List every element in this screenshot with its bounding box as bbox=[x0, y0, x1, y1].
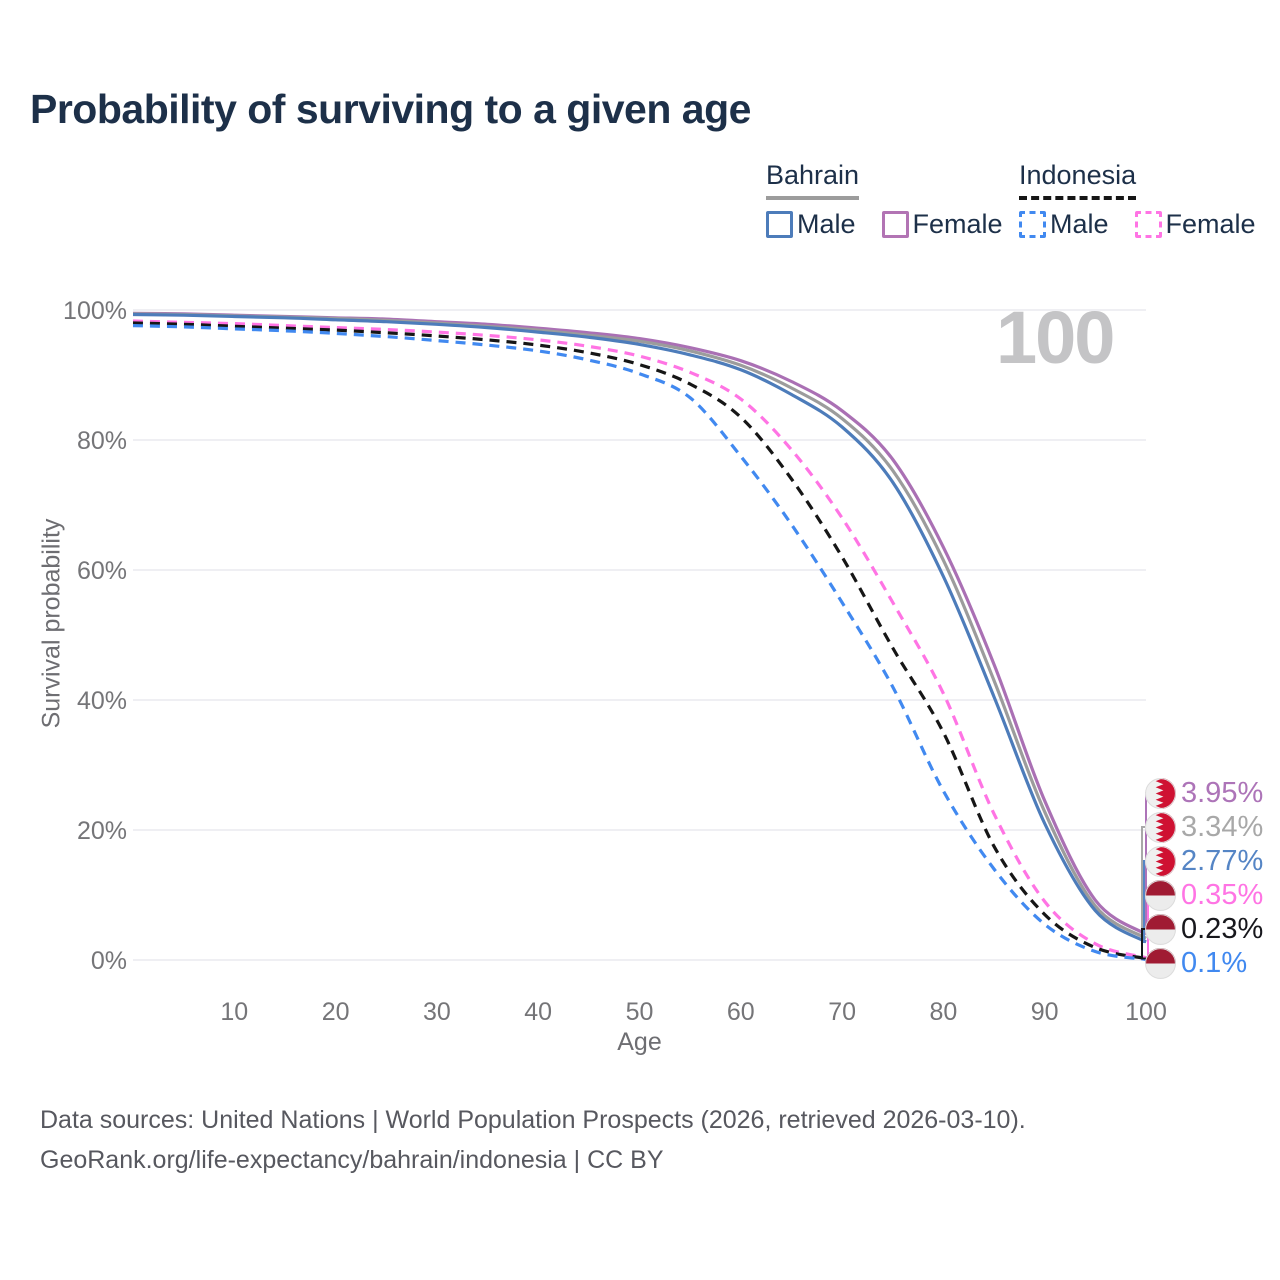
end-labels-rail: 3.95% 3.34% 2.77% 0.35% 0.23% 0.1% bbox=[1145, 776, 1263, 980]
legend-group-indonesia: Indonesia Male Female bbox=[1019, 160, 1256, 240]
y-tick-label: 40% bbox=[77, 687, 127, 715]
x-tick-label: 80 bbox=[929, 998, 957, 1026]
legend-item-bahrain-female: Female bbox=[881, 209, 1003, 240]
end-label-value: 0.35% bbox=[1181, 878, 1264, 911]
y-axis-title: Survival probability bbox=[37, 518, 66, 729]
end-label-value: 3.34% bbox=[1181, 810, 1264, 843]
legend-item-indonesia-female: Female bbox=[1134, 209, 1256, 240]
indonesia-flag-icon bbox=[1145, 913, 1176, 945]
legend-item-label: Male bbox=[797, 209, 856, 239]
end-label-value: 2.77% bbox=[1181, 844, 1264, 877]
bahrain-flag-icon bbox=[1145, 845, 1176, 877]
end-label-value: 3.95% bbox=[1181, 776, 1264, 809]
bahrain-flag-icon bbox=[1145, 811, 1176, 843]
series-line-bahrain-male bbox=[132, 312, 1147, 944]
y-tick-label: 60% bbox=[77, 557, 127, 585]
legend-item-bahrain-male: Male bbox=[766, 209, 856, 240]
x-tick-label: 50 bbox=[626, 998, 654, 1026]
y-tick-label: 0% bbox=[91, 947, 127, 975]
legend-item-indonesia-male: Male bbox=[1019, 209, 1109, 240]
bahrain-flag-icon bbox=[1145, 777, 1176, 809]
end-label-row: 3.95% bbox=[1145, 776, 1263, 810]
series-line-indonesia-male bbox=[132, 324, 1147, 961]
end-label-row: 0.35% bbox=[1145, 878, 1263, 912]
legend-group-bahrain: Bahrain Male Female bbox=[766, 160, 1003, 240]
y-tick-label: 20% bbox=[77, 817, 127, 845]
bahrain-female-swatch-icon bbox=[881, 211, 909, 238]
bahrain-male-swatch-icon bbox=[766, 211, 793, 238]
legend-item-label: Female bbox=[1165, 209, 1256, 239]
series-line-bahrain-female bbox=[132, 311, 1147, 936]
end-label-row: 0.1% bbox=[1145, 946, 1263, 980]
footer-data-sources: Data sources: United Nations | World Pop… bbox=[40, 1106, 1026, 1134]
x-tick-label: 90 bbox=[1031, 998, 1059, 1026]
page-title: Probability of surviving to a given age bbox=[30, 86, 751, 132]
end-label-row: 0.23% bbox=[1145, 912, 1263, 946]
end-label-row: 3.34% bbox=[1145, 810, 1263, 844]
indonesia-male-swatch-icon bbox=[1019, 211, 1046, 238]
x-tick-label: 20 bbox=[322, 998, 350, 1026]
x-tick-label: 60 bbox=[727, 998, 755, 1026]
indonesia-flag-icon bbox=[1145, 879, 1176, 911]
indonesia-flag-icon bbox=[1145, 947, 1176, 979]
footer-attribution: GeoRank.org/life-expectancy/bahrain/indo… bbox=[40, 1146, 664, 1174]
x-tick-label: 100 bbox=[1125, 998, 1167, 1026]
y-tick-label: 100% bbox=[63, 297, 127, 325]
legend-country-bahrain: Bahrain bbox=[766, 160, 860, 200]
x-axis-title: Age bbox=[617, 1028, 661, 1056]
legend-item-label: Female bbox=[912, 209, 1003, 239]
x-tick-label: 30 bbox=[423, 998, 451, 1026]
x-tick-label: 10 bbox=[220, 998, 248, 1026]
legend-item-label: Male bbox=[1050, 209, 1109, 239]
series-line-indonesia-female bbox=[132, 319, 1147, 960]
end-label-value: 0.1% bbox=[1181, 946, 1248, 979]
legend-country-indonesia: Indonesia bbox=[1019, 160, 1137, 200]
x-tick-label: 40 bbox=[524, 998, 552, 1026]
y-tick-label: 80% bbox=[77, 427, 127, 455]
end-label-row: 2.77% bbox=[1145, 844, 1263, 878]
x-tick-label: 70 bbox=[828, 998, 856, 1026]
indonesia-female-swatch-icon bbox=[1134, 211, 1162, 238]
end-label-value: 0.23% bbox=[1181, 912, 1264, 945]
series-line-indonesia-all bbox=[132, 321, 1147, 961]
